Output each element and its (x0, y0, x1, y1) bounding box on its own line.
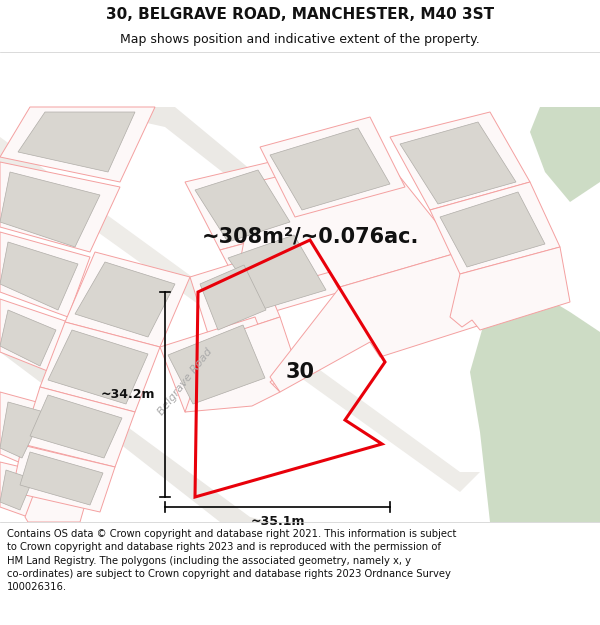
Polygon shape (0, 392, 55, 467)
Polygon shape (160, 317, 280, 412)
Polygon shape (260, 117, 405, 217)
Polygon shape (185, 162, 305, 250)
Polygon shape (0, 232, 90, 317)
Polygon shape (0, 470, 33, 510)
Polygon shape (530, 107, 600, 202)
Polygon shape (40, 322, 160, 412)
Polygon shape (390, 112, 530, 210)
Text: ~34.2m: ~34.2m (101, 388, 155, 401)
Polygon shape (18, 112, 135, 172)
Text: Belgrave Road: Belgrave Road (156, 347, 214, 418)
Polygon shape (120, 107, 370, 272)
Polygon shape (0, 337, 270, 522)
Text: 30: 30 (286, 362, 314, 382)
Polygon shape (25, 472, 90, 522)
Polygon shape (185, 317, 295, 412)
Polygon shape (470, 282, 600, 522)
Text: ~35.1m: ~35.1m (250, 515, 305, 528)
Text: 30, BELGRAVE ROAD, MANCHESTER, M40 3ST: 30, BELGRAVE ROAD, MANCHESTER, M40 3ST (106, 6, 494, 21)
Polygon shape (195, 170, 290, 242)
Polygon shape (240, 152, 460, 292)
Polygon shape (440, 192, 545, 267)
Polygon shape (0, 462, 42, 517)
Polygon shape (270, 128, 390, 210)
Polygon shape (65, 252, 190, 347)
Polygon shape (190, 257, 280, 340)
Polygon shape (30, 395, 122, 458)
Polygon shape (168, 325, 265, 404)
Polygon shape (0, 107, 155, 182)
Polygon shape (0, 162, 120, 252)
Polygon shape (228, 235, 326, 309)
Polygon shape (0, 310, 56, 366)
Polygon shape (22, 387, 135, 467)
Polygon shape (48, 330, 148, 404)
Polygon shape (0, 107, 480, 492)
Text: ~308m²/~0.076ac.: ~308m²/~0.076ac. (202, 227, 419, 247)
Text: Map shows position and indicative extent of the property.: Map shows position and indicative extent… (120, 32, 480, 46)
Polygon shape (12, 445, 115, 512)
Polygon shape (0, 299, 68, 372)
Polygon shape (200, 265, 266, 330)
Polygon shape (450, 247, 570, 330)
Polygon shape (75, 262, 175, 337)
Polygon shape (430, 182, 560, 274)
Polygon shape (0, 242, 78, 310)
Polygon shape (220, 227, 340, 317)
Polygon shape (0, 172, 100, 247)
Polygon shape (20, 452, 103, 505)
Polygon shape (0, 402, 44, 458)
Polygon shape (270, 252, 490, 392)
Polygon shape (400, 122, 516, 204)
Text: Contains OS data © Crown copyright and database right 2021. This information is : Contains OS data © Crown copyright and d… (7, 529, 457, 592)
